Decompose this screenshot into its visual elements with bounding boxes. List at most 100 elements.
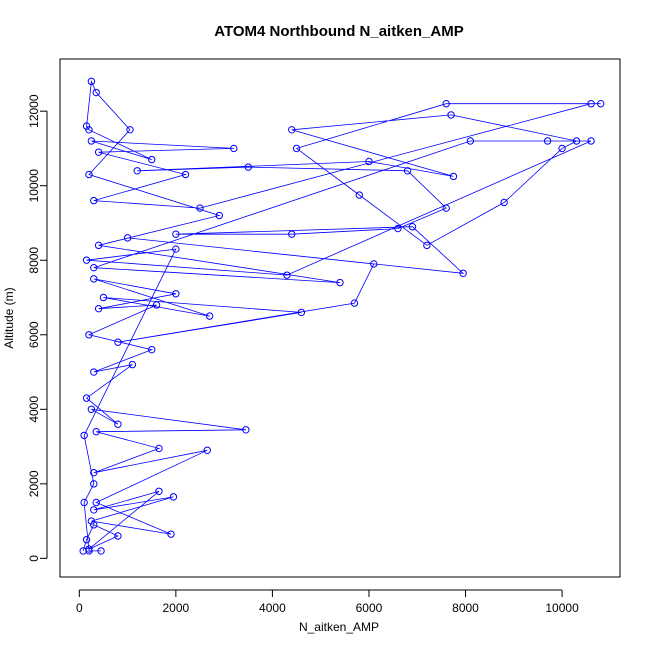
data-point: [403, 167, 412, 175]
data-point: [90, 263, 98, 272]
data-point: [114, 338, 122, 346]
data-point: [97, 547, 105, 555]
data-point: [82, 536, 91, 544]
data-point: [172, 230, 180, 238]
y-tick-label: 2000: [27, 470, 41, 497]
data-point: [587, 100, 595, 108]
y-tick-label: 0: [27, 555, 41, 562]
data-point: [449, 172, 458, 181]
data-point: [114, 420, 122, 428]
data-point: [94, 241, 103, 250]
data-point: [87, 137, 96, 145]
data-point: [148, 345, 156, 354]
data-point: [87, 405, 96, 414]
data-point: [423, 241, 431, 250]
data-point: [85, 126, 93, 134]
data-point: [92, 427, 100, 436]
x-tick-label: 6000: [356, 601, 383, 615]
data-point: [394, 224, 402, 233]
y-axis-label: Altitude (m): [2, 287, 16, 348]
data-point: [99, 293, 108, 302]
data-point: [288, 126, 296, 134]
data-point: [181, 170, 190, 179]
data-point: [466, 137, 475, 145]
chart-title: ATOM4 Northbound N_aitken_AMP: [214, 23, 463, 40]
data-point: [85, 547, 93, 555]
y-tick-label: 10000: [27, 169, 41, 203]
data-point: [85, 170, 93, 179]
data-point: [126, 126, 134, 134]
data-point: [215, 211, 224, 220]
data-series: [79, 77, 605, 555]
x-tick-label: 0: [76, 601, 83, 615]
data-point: [196, 204, 204, 212]
data-point: [297, 308, 306, 317]
y-tick-label: 6000: [27, 321, 41, 348]
data-point: [155, 444, 163, 453]
data-point: [114, 532, 122, 540]
data-point: [94, 304, 103, 313]
data-point: [172, 290, 180, 298]
data-point: [365, 157, 373, 166]
y-tick-label: 12000: [27, 94, 41, 128]
data-point: [155, 487, 163, 495]
data-point: [283, 271, 291, 279]
data-point: [82, 122, 91, 130]
data-point: [244, 163, 252, 171]
data-point: [90, 368, 98, 376]
x-tick-label: 10000: [545, 601, 579, 615]
data-point: [172, 245, 180, 253]
data-point: [242, 426, 250, 434]
data-point: [447, 111, 455, 119]
y-axis: 0 2000 4000 6000 8000 10000 12000: [27, 94, 48, 562]
data-point: [90, 480, 98, 488]
data-point: [587, 137, 595, 145]
x-tick-label: 8000: [452, 601, 479, 615]
data-point: [80, 498, 88, 507]
data-point: [92, 88, 100, 97]
data-point: [203, 446, 211, 454]
data-point: [90, 196, 98, 205]
data-point: [85, 331, 93, 339]
data-point: [80, 431, 88, 440]
data-point: [128, 360, 137, 369]
data-point: [90, 506, 98, 514]
data-point: [558, 144, 566, 153]
x-tick-label: 4000: [259, 601, 286, 615]
x-tick-label: 2000: [163, 601, 190, 615]
data-point: [133, 167, 141, 175]
data-point: [408, 222, 417, 231]
data-point: [148, 155, 156, 164]
plot-area-frame: [59, 58, 621, 578]
data-point: [442, 100, 450, 108]
data-point: [82, 394, 91, 402]
data-point: [292, 144, 301, 153]
x-axis-label: N_aitken_AMP: [299, 620, 379, 634]
data-point: [94, 148, 103, 156]
data-point: [82, 256, 91, 264]
data-point: [90, 521, 98, 529]
data-point: [167, 530, 175, 538]
data-point: [169, 493, 178, 501]
y-tick-label: 8000: [27, 247, 41, 274]
data-point: [90, 275, 98, 283]
data-point: [543, 137, 552, 145]
data-point: [90, 468, 98, 477]
data-point: [370, 260, 378, 268]
data-point: [350, 299, 359, 307]
data-point: [572, 137, 581, 145]
data-point: [596, 100, 605, 108]
series-line: [82, 79, 601, 552]
data-point: [205, 312, 214, 320]
data-point: [123, 234, 132, 242]
data-point: [85, 545, 93, 553]
data-point: [87, 77, 96, 86]
data-point: [336, 278, 344, 287]
x-axis: 0 2000 4000 6000 8000 10000: [76, 589, 579, 615]
data-point: [92, 498, 100, 507]
data-point: [459, 269, 467, 277]
data-point: [152, 301, 161, 309]
data-point: [500, 198, 508, 207]
y-tick-label: 4000: [27, 396, 41, 423]
